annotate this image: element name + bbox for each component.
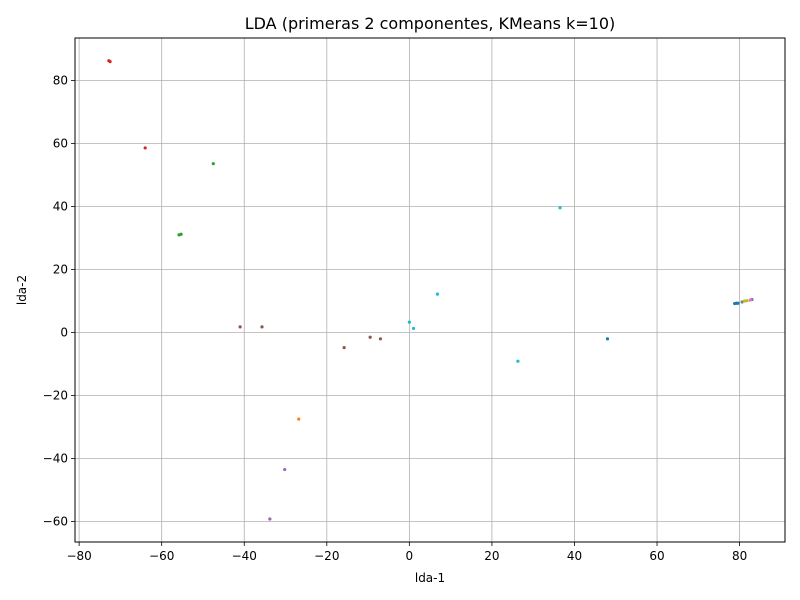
x-tick-label: −40	[232, 549, 257, 563]
x-tick-label: 40	[567, 549, 582, 563]
y-tick-label: 40	[53, 200, 68, 214]
chart-title: LDA (primeras 2 componentes, KMeans k=10…	[245, 14, 616, 33]
data-point-cluster-4	[268, 517, 272, 521]
x-axis-ticks: −80 −60 −40 −20 0 20 40 60 80	[66, 542, 747, 563]
y-axis-ticks: −60 −40 −20 0 20 40 60 80	[43, 74, 75, 529]
data-point-cluster-6	[748, 298, 752, 302]
data-point-cluster-9	[411, 326, 416, 331]
data-point-cluster-3	[143, 146, 147, 150]
data-point-cluster-5	[260, 325, 264, 329]
x-tick-label: 0	[406, 549, 414, 563]
y-tick-label: 80	[53, 74, 68, 88]
data-point-cluster-0	[736, 301, 740, 305]
x-tick-label: 60	[649, 549, 664, 563]
data-point-cluster-5	[238, 325, 242, 329]
data-point-cluster-0	[605, 337, 610, 341]
data-point-cluster-2	[179, 232, 183, 236]
data-point-cluster-9	[558, 206, 562, 210]
data-point-cluster-5	[342, 346, 346, 350]
y-tick-label: 20	[53, 263, 68, 277]
data-points	[107, 59, 754, 521]
data-point-cluster-7	[740, 300, 744, 304]
data-point-cluster-2	[211, 162, 215, 166]
y-tick-label: −60	[43, 515, 68, 529]
y-tick-label: −20	[43, 389, 68, 403]
data-point-cluster-5	[368, 335, 372, 339]
grid-lines	[75, 38, 785, 542]
data-point-cluster-3	[108, 60, 112, 64]
y-tick-label: −40	[43, 452, 68, 466]
data-point-cluster-8	[745, 299, 749, 303]
data-point-cluster-9	[516, 359, 520, 363]
x-tick-label: −80	[66, 549, 91, 563]
data-point-cluster-5	[378, 337, 383, 341]
x-tick-label: −60	[149, 549, 174, 563]
data-point-cluster-8	[742, 299, 747, 303]
plot-frame	[74, 37, 786, 543]
data-point-cluster-9	[407, 320, 411, 324]
x-axis-label: lda-1	[415, 571, 445, 585]
y-tick-label: 0	[60, 326, 68, 340]
data-point-cluster-1	[297, 417, 301, 421]
x-tick-label: 80	[732, 549, 747, 563]
x-tick-label: 20	[484, 549, 499, 563]
x-tick-label: −20	[314, 549, 339, 563]
y-axis-label: lda-2	[15, 275, 29, 305]
data-point-cluster-4	[283, 467, 287, 472]
y-tick-label: 60	[53, 137, 68, 151]
data-point-cluster-9	[435, 292, 440, 296]
